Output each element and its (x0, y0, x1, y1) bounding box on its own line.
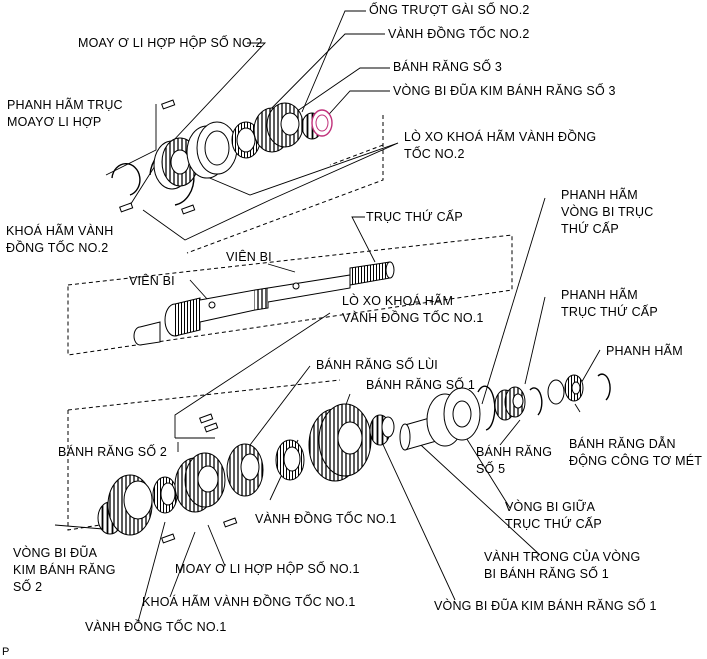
label-center-bearing-l1: VÒNG BI GIỮA (505, 500, 596, 514)
label-shifting-key-no2-l1: KHOÁ HÃM VÀNH (6, 224, 114, 238)
label-ball-upper: VIÊN BI (226, 250, 272, 264)
first-gear (308, 403, 372, 482)
bearing-snap-ring (477, 385, 496, 431)
shaft-snap-ring (529, 387, 543, 416)
shifting-key-1 (119, 99, 196, 215)
corner-mark: P (2, 646, 10, 658)
label-speedo-gear-l1: BÁNH RĂNG DẪN (569, 437, 676, 451)
label-key-spring-no2-l2: TỐC NO.2 (404, 147, 465, 161)
label-key-spring-no1-l1: LÒ XO KHOÁ HÃM (342, 294, 454, 308)
label-hub-snap-ring-l2: MOAYƠ LI HỢP (7, 115, 102, 129)
leader-lines (54, 10, 601, 623)
label-shifting-key-no2-l2: ĐỒNG TỐC NO.2 (6, 241, 109, 255)
label-output-shaft: TRỤC THỨ CẤP (366, 210, 463, 224)
reverse-gear (226, 443, 264, 497)
label-clutch-hub-no1: MOAY Ơ LI HỢP HỘP SỐ NO.1 (175, 562, 360, 576)
label-reverse-gear: BÁNH RĂNG SỐ LÙI (316, 358, 438, 372)
label-key-spring-no2-l1: LÒ XO KHOÁ HÃM VÀNH ĐỒNG (404, 130, 597, 144)
label-snap-ring: PHANH HÃM (606, 344, 683, 358)
label-inner-race-l2: BI BÁNH RĂNG SỐ 1 (484, 567, 609, 581)
shifting-key-lower (161, 413, 238, 544)
label-sleeve-no2: ỐNG TRƯỢT GÀI SỐ NO.2 (369, 3, 530, 17)
shaft-group-outline (67, 234, 513, 356)
synchro-ring-no1-a (152, 476, 178, 514)
label-needle-bearing-2-l1: VÒNG BI ĐŨA (13, 546, 98, 560)
label-third-gear: BÁNH RĂNG SỐ 3 (393, 60, 503, 74)
label-shifting-key-no1: KHOÁ HÃM VÀNH ĐỒNG TỐC NO.1 (142, 595, 356, 609)
clutch-hub-no1 (174, 452, 226, 513)
needle-bearing-1 (369, 414, 395, 446)
label-shaft-snap-ring-l1: PHANH HÃM (561, 288, 638, 302)
label-needle-bearing-3: VÒNG BI ĐŨA KIM BÁNH RĂNG SỐ 3 (393, 84, 616, 98)
speedometer-drive-gear (547, 374, 584, 405)
upper-group-outline (186, 115, 384, 254)
label-center-bearing-l2: TRỤC THỨ CẤP (505, 517, 602, 531)
label-bearing-snap-ring-l3: THỨ CẤP (561, 222, 619, 236)
synchro-ring-no1-b (275, 439, 305, 481)
end-snap-ring (597, 373, 611, 401)
lower-group-outline (67, 379, 341, 531)
label-clutch-hub-no2: MOAY Ơ LI HỢP HỘP SỐ NO.2 (78, 36, 263, 50)
synchro-ring-no2 (231, 121, 261, 159)
hub-sleeve-no2 (186, 121, 238, 179)
snap-ring-hub (111, 163, 141, 196)
label-needle-bearing-2-l3: SỐ 2 (13, 580, 43, 594)
label-first-gear: BÁNH RĂNG SỐ 1 (366, 378, 476, 392)
label-synchro-ring-no1-a: VÀNH ĐỒNG TỐC NO.1 (255, 512, 397, 526)
label-fifth-gear-l2: SỐ 5 (476, 462, 506, 476)
label-synchro-ring-no2: VÀNH ĐỒNG TỐC NO.2 (388, 27, 530, 41)
output-shaft (133, 261, 395, 346)
needle-bearing-3 (301, 109, 333, 140)
third-gear (253, 102, 304, 153)
label-key-spring-no1-l2: VÀNH ĐỒNG TỐC NO.1 (342, 311, 484, 325)
center-bearing (426, 387, 481, 447)
label-second-gear: BÁNH RĂNG SỐ 2 (58, 445, 168, 459)
label-fifth-gear-l1: BÁNH RĂNG (476, 445, 553, 459)
label-bearing-snap-ring-l1: PHANH HÃM (561, 188, 638, 202)
label-inner-race-l1: VÀNH TRONG CỦA VÒNG (484, 550, 641, 564)
label-needle-bearing-2-l2: KIM BÁNH RĂNG (13, 563, 116, 577)
label-needle-bearing-1: VÒNG BI ĐŨA KIM BÁNH RĂNG SỐ 1 (434, 599, 657, 613)
label-bearing-snap-ring-l2: VÒNG BI TRỤC (561, 205, 654, 219)
label-shaft-snap-ring-l2: TRỤC THỨ CẤP (561, 305, 658, 319)
label-hub-snap-ring-l1: PHANH HÃM TRỤC (7, 98, 123, 112)
fifth-gear (494, 386, 526, 421)
second-gear (107, 474, 153, 536)
label-synchro-ring-no1-b: VÀNH ĐỒNG TỐC NO.1 (85, 620, 227, 634)
label-ball-lower: VIÊN BI (129, 274, 175, 288)
label-speedo-gear-l2: ĐỘNG CÔNG TƠ MÉT (569, 454, 703, 468)
